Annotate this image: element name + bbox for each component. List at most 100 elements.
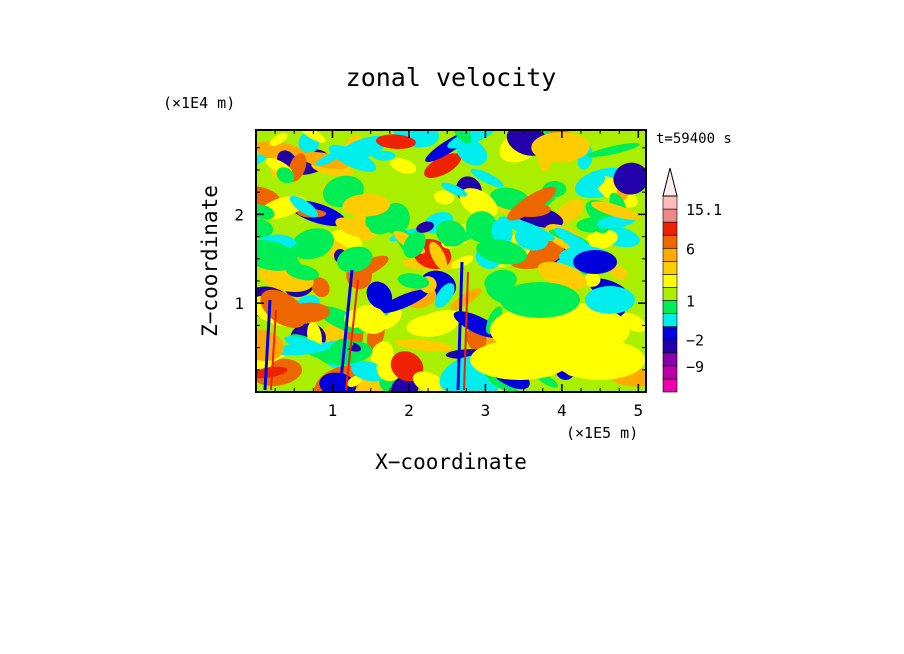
colorbar-swatch xyxy=(662,261,678,275)
contour-patch xyxy=(459,188,498,219)
colorbar-swatch xyxy=(662,221,678,236)
contour-patch xyxy=(336,246,373,273)
contour-patch xyxy=(391,375,419,392)
contour-patch xyxy=(397,273,430,289)
colorbar-swatch xyxy=(662,274,678,288)
x-axis: 1 2 3 4 5 xyxy=(274,130,644,420)
wave-streak xyxy=(456,261,464,391)
contour-patch xyxy=(498,216,556,241)
y-tick-label: 2 xyxy=(234,205,244,224)
colorbar-extend-arrow xyxy=(662,167,678,197)
wave-streak xyxy=(270,309,277,391)
colorbar-label: −9 xyxy=(686,358,704,376)
velocity-field xyxy=(256,130,646,392)
contour-patch xyxy=(507,186,557,221)
contour-patch xyxy=(342,193,391,217)
contour-patch xyxy=(276,167,295,184)
contour-patch xyxy=(456,138,488,166)
y-unit-label: (×1E4 m) xyxy=(163,94,235,112)
wave-streak xyxy=(345,279,359,391)
wave-streak xyxy=(263,299,272,391)
contour-patch xyxy=(483,373,520,392)
y-tick-label: 1 xyxy=(234,294,244,313)
plot-frame xyxy=(255,129,647,393)
contour-patch xyxy=(328,144,377,172)
contour-patch xyxy=(335,217,371,238)
contour-patch xyxy=(555,199,584,223)
contour-patch xyxy=(573,250,617,274)
contour-patch xyxy=(347,375,362,388)
contour-patch xyxy=(491,219,513,246)
wave-streak xyxy=(463,271,469,391)
contour-patch xyxy=(260,289,307,328)
x-tick-label: 5 xyxy=(634,401,644,420)
contour-patch xyxy=(256,186,280,208)
x-tick-label: 3 xyxy=(481,401,491,420)
colorbar-swatch xyxy=(662,234,678,249)
contour-patch xyxy=(470,340,570,380)
contour-patch xyxy=(470,168,504,188)
contour-patch xyxy=(476,239,527,265)
contour-patch xyxy=(394,338,453,352)
contour-patch xyxy=(441,182,468,197)
contour-patch xyxy=(256,240,298,271)
y-axis: 12 xyxy=(234,147,646,371)
contour-patch xyxy=(434,283,455,308)
contour-patch xyxy=(537,261,587,290)
wave-streak xyxy=(338,269,354,391)
contour-patch xyxy=(390,158,417,174)
contour-patch xyxy=(486,306,503,335)
colorbar-swatch xyxy=(662,313,678,327)
colorbar-swatch xyxy=(662,195,678,210)
colorbar-swatch xyxy=(662,247,678,262)
x-tick-label: 2 xyxy=(404,401,414,420)
contour-patch xyxy=(450,288,482,310)
contour-patch xyxy=(500,282,580,318)
contour-patch xyxy=(450,255,474,269)
contour-patch xyxy=(581,175,606,194)
colorbar: 15.1 6 1 −2 −9 xyxy=(662,167,722,393)
colorbar-swatch xyxy=(662,365,678,380)
contour-patch xyxy=(436,220,467,247)
contour-patch xyxy=(353,305,388,334)
contour-patch xyxy=(613,162,646,195)
colorbar-label: 15.1 xyxy=(686,201,722,219)
contour-patch xyxy=(584,229,618,250)
colorbar-swatch xyxy=(662,339,678,354)
chart-title: zonal velocity xyxy=(346,63,557,92)
contour-patch xyxy=(375,134,416,149)
contour-patch xyxy=(379,289,429,314)
x-tick-label: 4 xyxy=(557,401,567,420)
colorbar-label: −2 xyxy=(686,332,704,350)
y-axis-label: Z−coordinate xyxy=(198,185,222,337)
contour-patch xyxy=(412,371,446,392)
contour-patch xyxy=(424,153,462,178)
contour-patch xyxy=(403,231,426,259)
colorbar-swatch xyxy=(662,352,678,367)
contour-patch xyxy=(366,281,393,310)
time-label: t=59400 s xyxy=(656,131,732,147)
contour-patch xyxy=(586,142,640,158)
contour-patch xyxy=(284,336,325,352)
contour-patch xyxy=(594,175,638,208)
contour-patch xyxy=(434,190,455,205)
contour-patch xyxy=(285,264,319,281)
colorbar-swatch xyxy=(662,287,678,301)
colorbar-swatch xyxy=(662,300,678,314)
contour-patch xyxy=(269,132,288,147)
contour-patch xyxy=(429,241,448,271)
contour-patch xyxy=(416,221,435,233)
colorbar-swatch xyxy=(662,378,678,393)
contour-patch xyxy=(311,277,330,298)
colorbar-label: 6 xyxy=(686,240,695,258)
colorbar-swatch xyxy=(662,208,678,223)
contour-patch xyxy=(585,286,635,314)
contour-patch xyxy=(289,195,318,218)
contour-patch xyxy=(315,151,342,166)
contour-patch xyxy=(256,219,274,239)
colorbar-swatch xyxy=(662,326,678,341)
plot-area xyxy=(256,130,646,392)
x-unit-label: (×1E5 m) xyxy=(566,424,638,442)
contour-patch xyxy=(590,201,640,220)
